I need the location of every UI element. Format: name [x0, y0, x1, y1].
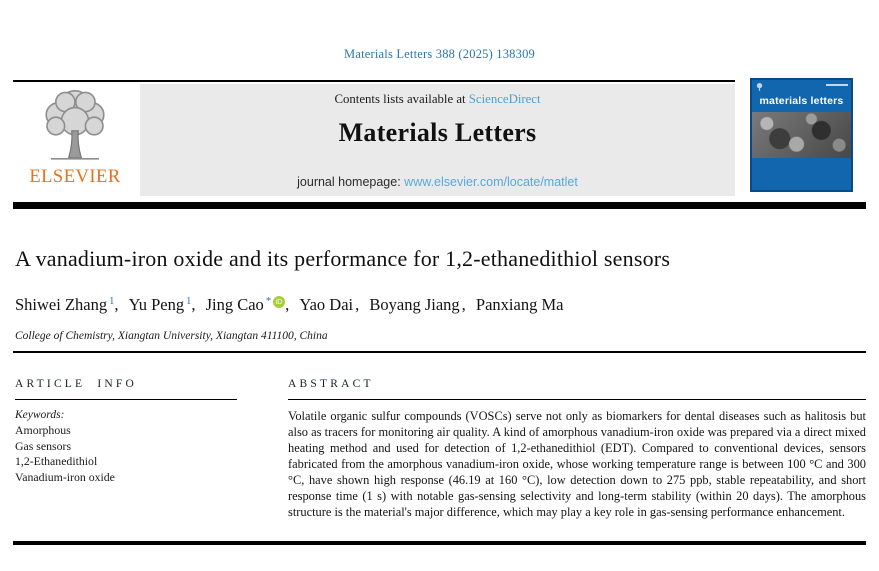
- cover-issn-fineprint: [826, 84, 848, 86]
- cover-elsevier-tree-icon: [756, 82, 763, 91]
- author-separator: ,: [114, 295, 123, 314]
- article-info-heading: ARTICLE INFO: [15, 378, 137, 390]
- abstract-rule: [288, 399, 866, 401]
- keyword-item: Gas sensors: [15, 438, 72, 453]
- keyword-item: Vanadium-iron oxide: [15, 470, 115, 485]
- elsevier-tree-icon: [45, 90, 105, 160]
- abstract-text: Volatile organic sulfur compounds (VOSCs…: [288, 409, 866, 519]
- author-name: Shiwei Zhang: [15, 295, 108, 314]
- abstract-section: ABSTRACT Volatile organic sulfur compoun…: [288, 378, 866, 521]
- author-separator: ,: [355, 295, 364, 314]
- author-affil-mark: 1: [109, 295, 115, 307]
- author-name: Yu Peng: [128, 295, 185, 314]
- author-affiliation: College of Chemistry, Xiangtan Universit…: [15, 330, 328, 342]
- contents-text: Contents lists available at: [334, 92, 469, 106]
- homepage-line: journal homepage: www.elsevier.com/locat…: [140, 175, 735, 189]
- cover-top-strip: [752, 80, 851, 94]
- author-list: Shiwei Zhang 1, Yu Peng 1, Jing Cao * iD, Ya…: [15, 295, 855, 315]
- cover-journal-title: materials letters: [759, 95, 844, 107]
- author-separator: ,: [285, 295, 294, 314]
- abstract-heading: ABSTRACT: [288, 378, 374, 390]
- keyword-item: 1,2-Ethanedithiol: [15, 454, 98, 469]
- article-info-rule: [15, 399, 237, 401]
- contents-line: Contents lists available at ScienceDirec…: [140, 92, 735, 107]
- orcid-icon[interactable]: iD: [273, 295, 286, 308]
- header-top-rule: [13, 80, 735, 82]
- elsevier-logo: ELSEVIER: [14, 86, 136, 194]
- author-name: Panxiang Ma: [475, 295, 564, 314]
- homepage-label: journal homepage:: [297, 175, 405, 189]
- sciencedirect-link[interactable]: ScienceDirect: [468, 92, 541, 106]
- author-name: Yao Dai: [299, 295, 354, 314]
- page-bottom-bar: [13, 541, 866, 545]
- header-bottom-bar: [13, 202, 866, 209]
- corresponding-author-mark: *: [265, 295, 272, 307]
- journal-banner: Contents lists available at ScienceDirec…: [140, 84, 735, 196]
- author-affil-mark: 1: [186, 295, 192, 307]
- author-name: Jing Cao: [205, 295, 264, 314]
- elsevier-wordmark: ELSEVIER: [29, 167, 121, 187]
- journal-cover-thumbnail[interactable]: materials letters: [750, 78, 853, 192]
- author-name: Boyang Jiang: [369, 295, 460, 314]
- affiliation-divider-rule: [13, 351, 866, 353]
- author-separator: ,: [191, 295, 200, 314]
- article-info-section: ARTICLE INFO Keywords: Amorphous Gas sen…: [15, 378, 237, 486]
- keyword-item: Amorphous: [15, 423, 71, 438]
- cover-sem-image: [752, 112, 851, 158]
- journal-citation-link[interactable]: Materials Letters 388 (2025) 138309: [344, 47, 535, 61]
- author-separator: ,: [461, 295, 470, 314]
- homepage-url-link[interactable]: www.elsevier.com/locate/matlet: [404, 175, 578, 189]
- article-title: A vanadium-iron oxide and its performanc…: [15, 246, 671, 271]
- journal-title: Materials Letters: [338, 118, 537, 147]
- keywords-label: Keywords:: [15, 409, 65, 422]
